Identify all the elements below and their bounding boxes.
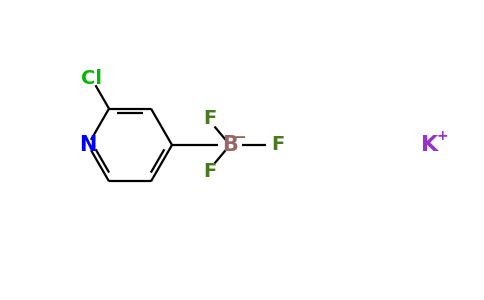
- Text: −: −: [234, 130, 246, 146]
- Text: K: K: [422, 135, 439, 155]
- Text: B: B: [222, 135, 238, 155]
- Text: F: F: [272, 136, 285, 154]
- Text: N: N: [79, 135, 97, 155]
- Text: F: F: [203, 109, 216, 128]
- Text: +: +: [436, 129, 448, 143]
- Text: Cl: Cl: [81, 69, 102, 88]
- Text: F: F: [203, 162, 216, 181]
